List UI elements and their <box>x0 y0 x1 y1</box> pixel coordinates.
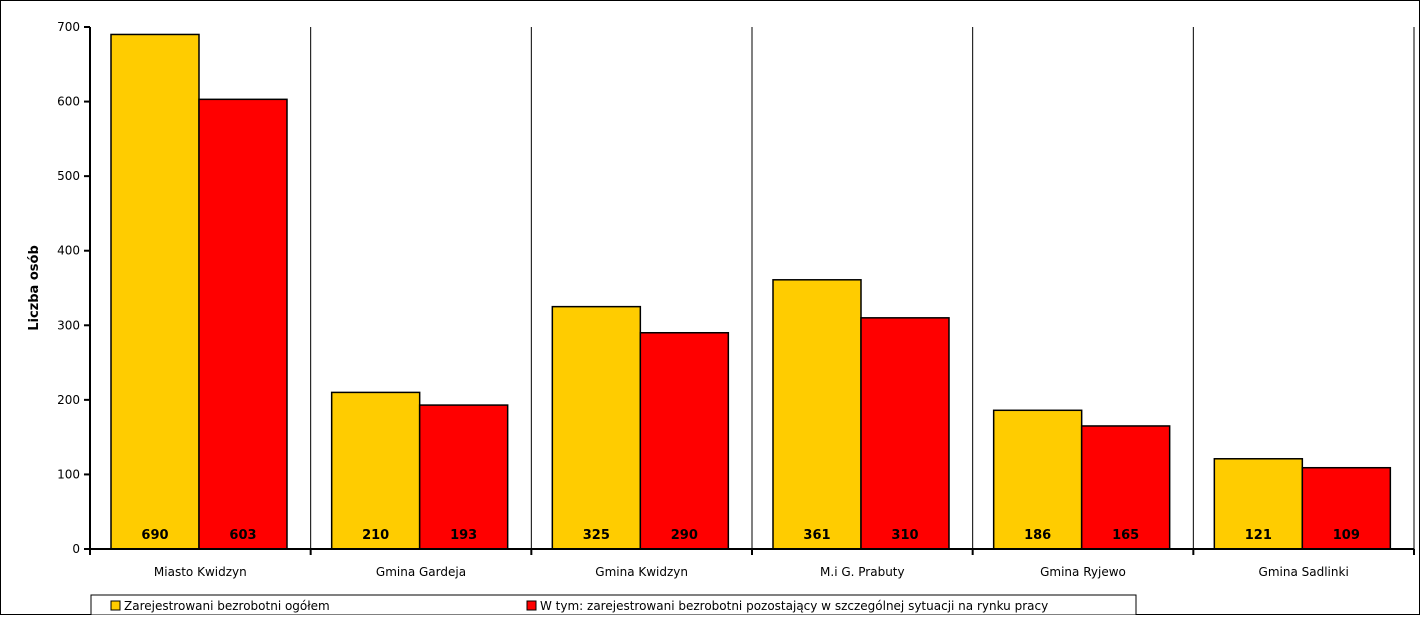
bar-value-label: 290 <box>671 528 698 543</box>
y-tick-label: 500 <box>57 169 80 183</box>
bar <box>110 33 200 550</box>
bar <box>772 279 862 550</box>
y-tick-label: 0 <box>72 542 80 556</box>
bar <box>860 317 950 550</box>
x-tick-label: Miasto Kwidzyn <box>154 565 247 579</box>
y-tick-label: 400 <box>57 244 80 258</box>
x-tick-label: Gmina Sadlinki <box>1259 565 1349 579</box>
x-tick-label: M.i G. Prabuty <box>820 565 905 579</box>
y-tick-label: 200 <box>57 393 80 407</box>
legend-label: Zarejestrowani bezrobotni ogółem <box>124 599 330 613</box>
x-tick-label: Gmina Gardeja <box>376 565 466 579</box>
bar-value-label: 210 <box>362 528 389 543</box>
y-tick-label: 300 <box>57 318 80 332</box>
bar <box>1080 425 1171 550</box>
bar <box>418 404 509 550</box>
y-tick-label: 700 <box>57 20 80 34</box>
x-tick-label: Gmina Ryjewo <box>1040 565 1126 579</box>
bar <box>1301 466 1392 550</box>
bar <box>198 98 288 550</box>
bar <box>330 391 421 550</box>
bar-value-label: 325 <box>583 528 610 543</box>
y-axis-label: Liczba osób <box>27 245 42 331</box>
legend-label: W tym: zarejestrowani bezrobotni pozosta… <box>540 599 1048 613</box>
bar-value-label: 690 <box>141 528 168 543</box>
bar-value-label: 310 <box>891 528 918 543</box>
y-tick-label: 100 <box>57 467 80 481</box>
bar <box>639 331 730 550</box>
y-tick-label: 600 <box>57 95 80 109</box>
bar-value-label: 361 <box>803 528 830 543</box>
legend-swatch <box>110 600 121 611</box>
x-tick-label: Gmina Kwidzyn <box>595 565 688 579</box>
bar-value-label: 193 <box>450 528 477 543</box>
bar-value-label: 121 <box>1245 528 1272 543</box>
legend-swatch <box>526 600 537 611</box>
bar-value-label: 109 <box>1333 528 1360 543</box>
bar-value-label: 603 <box>229 528 256 543</box>
bar-value-label: 186 <box>1024 528 1051 543</box>
bar-value-label: 165 <box>1112 528 1139 543</box>
bar <box>551 305 642 550</box>
